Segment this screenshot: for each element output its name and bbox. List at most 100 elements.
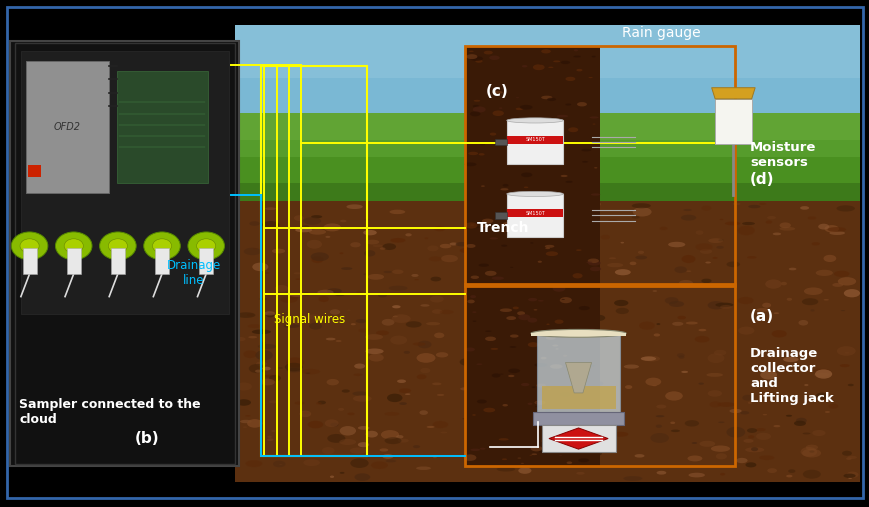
Ellipse shape [243,350,256,358]
Ellipse shape [812,430,825,436]
Ellipse shape [571,219,587,224]
Ellipse shape [504,383,512,388]
Ellipse shape [305,373,310,374]
Ellipse shape [576,420,584,424]
Ellipse shape [584,360,596,365]
Ellipse shape [489,365,496,368]
Ellipse shape [846,456,856,459]
Ellipse shape [389,210,405,214]
Ellipse shape [686,270,691,272]
Ellipse shape [530,330,626,337]
Ellipse shape [547,438,554,442]
Ellipse shape [492,91,502,94]
Ellipse shape [544,245,554,248]
Ellipse shape [375,331,388,335]
Ellipse shape [396,379,406,383]
Ellipse shape [728,409,740,413]
Text: SM150T: SM150T [525,137,544,142]
Ellipse shape [269,379,277,383]
Ellipse shape [529,455,532,456]
Ellipse shape [243,248,261,255]
Ellipse shape [477,453,482,455]
Ellipse shape [828,231,844,235]
Ellipse shape [477,224,491,228]
Ellipse shape [429,296,443,303]
Ellipse shape [589,365,594,367]
Ellipse shape [363,273,367,275]
Ellipse shape [573,56,580,57]
Ellipse shape [317,401,326,405]
Ellipse shape [786,475,792,478]
Ellipse shape [355,291,362,293]
Ellipse shape [490,252,505,258]
Ellipse shape [473,423,481,426]
Ellipse shape [346,204,362,209]
Bar [235,113,859,184]
Ellipse shape [307,314,321,320]
Ellipse shape [549,154,562,160]
Ellipse shape [787,469,794,473]
Ellipse shape [556,366,561,368]
Ellipse shape [520,281,526,284]
Ellipse shape [706,390,721,396]
Ellipse shape [468,152,478,155]
Ellipse shape [518,271,522,272]
Ellipse shape [440,310,453,314]
Ellipse shape [590,193,600,196]
Ellipse shape [559,369,574,376]
Ellipse shape [762,414,766,415]
Bar [111,248,125,274]
Ellipse shape [325,338,335,340]
Ellipse shape [750,447,757,451]
Ellipse shape [299,411,311,417]
Ellipse shape [514,237,525,240]
Ellipse shape [713,350,726,355]
Ellipse shape [718,374,721,376]
Ellipse shape [591,315,605,321]
Ellipse shape [530,221,534,222]
Ellipse shape [760,370,776,380]
Ellipse shape [587,259,598,263]
Ellipse shape [547,200,552,202]
Ellipse shape [562,355,567,357]
Ellipse shape [587,347,594,350]
Ellipse shape [665,391,682,401]
Ellipse shape [362,230,376,235]
Ellipse shape [476,364,481,365]
Ellipse shape [810,309,813,312]
Bar [465,46,734,286]
Ellipse shape [746,256,756,259]
Ellipse shape [824,225,838,232]
Ellipse shape [475,390,487,393]
Ellipse shape [467,300,474,303]
Ellipse shape [612,432,627,437]
Ellipse shape [552,285,565,292]
Ellipse shape [705,262,710,264]
Ellipse shape [488,444,504,449]
Bar [533,412,624,425]
Ellipse shape [773,425,779,427]
Ellipse shape [552,310,561,315]
Ellipse shape [513,244,521,249]
Ellipse shape [271,248,285,254]
Ellipse shape [490,306,508,311]
Ellipse shape [801,449,820,457]
Ellipse shape [466,464,471,467]
Ellipse shape [587,77,592,78]
Ellipse shape [472,320,476,322]
Ellipse shape [391,314,410,323]
Ellipse shape [546,323,549,325]
Ellipse shape [554,348,558,349]
Ellipse shape [339,439,355,445]
Ellipse shape [634,256,647,260]
Ellipse shape [805,445,817,450]
Ellipse shape [365,240,379,244]
Ellipse shape [245,460,262,467]
Ellipse shape [527,264,544,271]
Ellipse shape [669,421,674,424]
Ellipse shape [827,404,838,409]
Ellipse shape [353,395,371,402]
Ellipse shape [432,421,448,428]
Ellipse shape [587,412,593,415]
Ellipse shape [327,288,342,294]
